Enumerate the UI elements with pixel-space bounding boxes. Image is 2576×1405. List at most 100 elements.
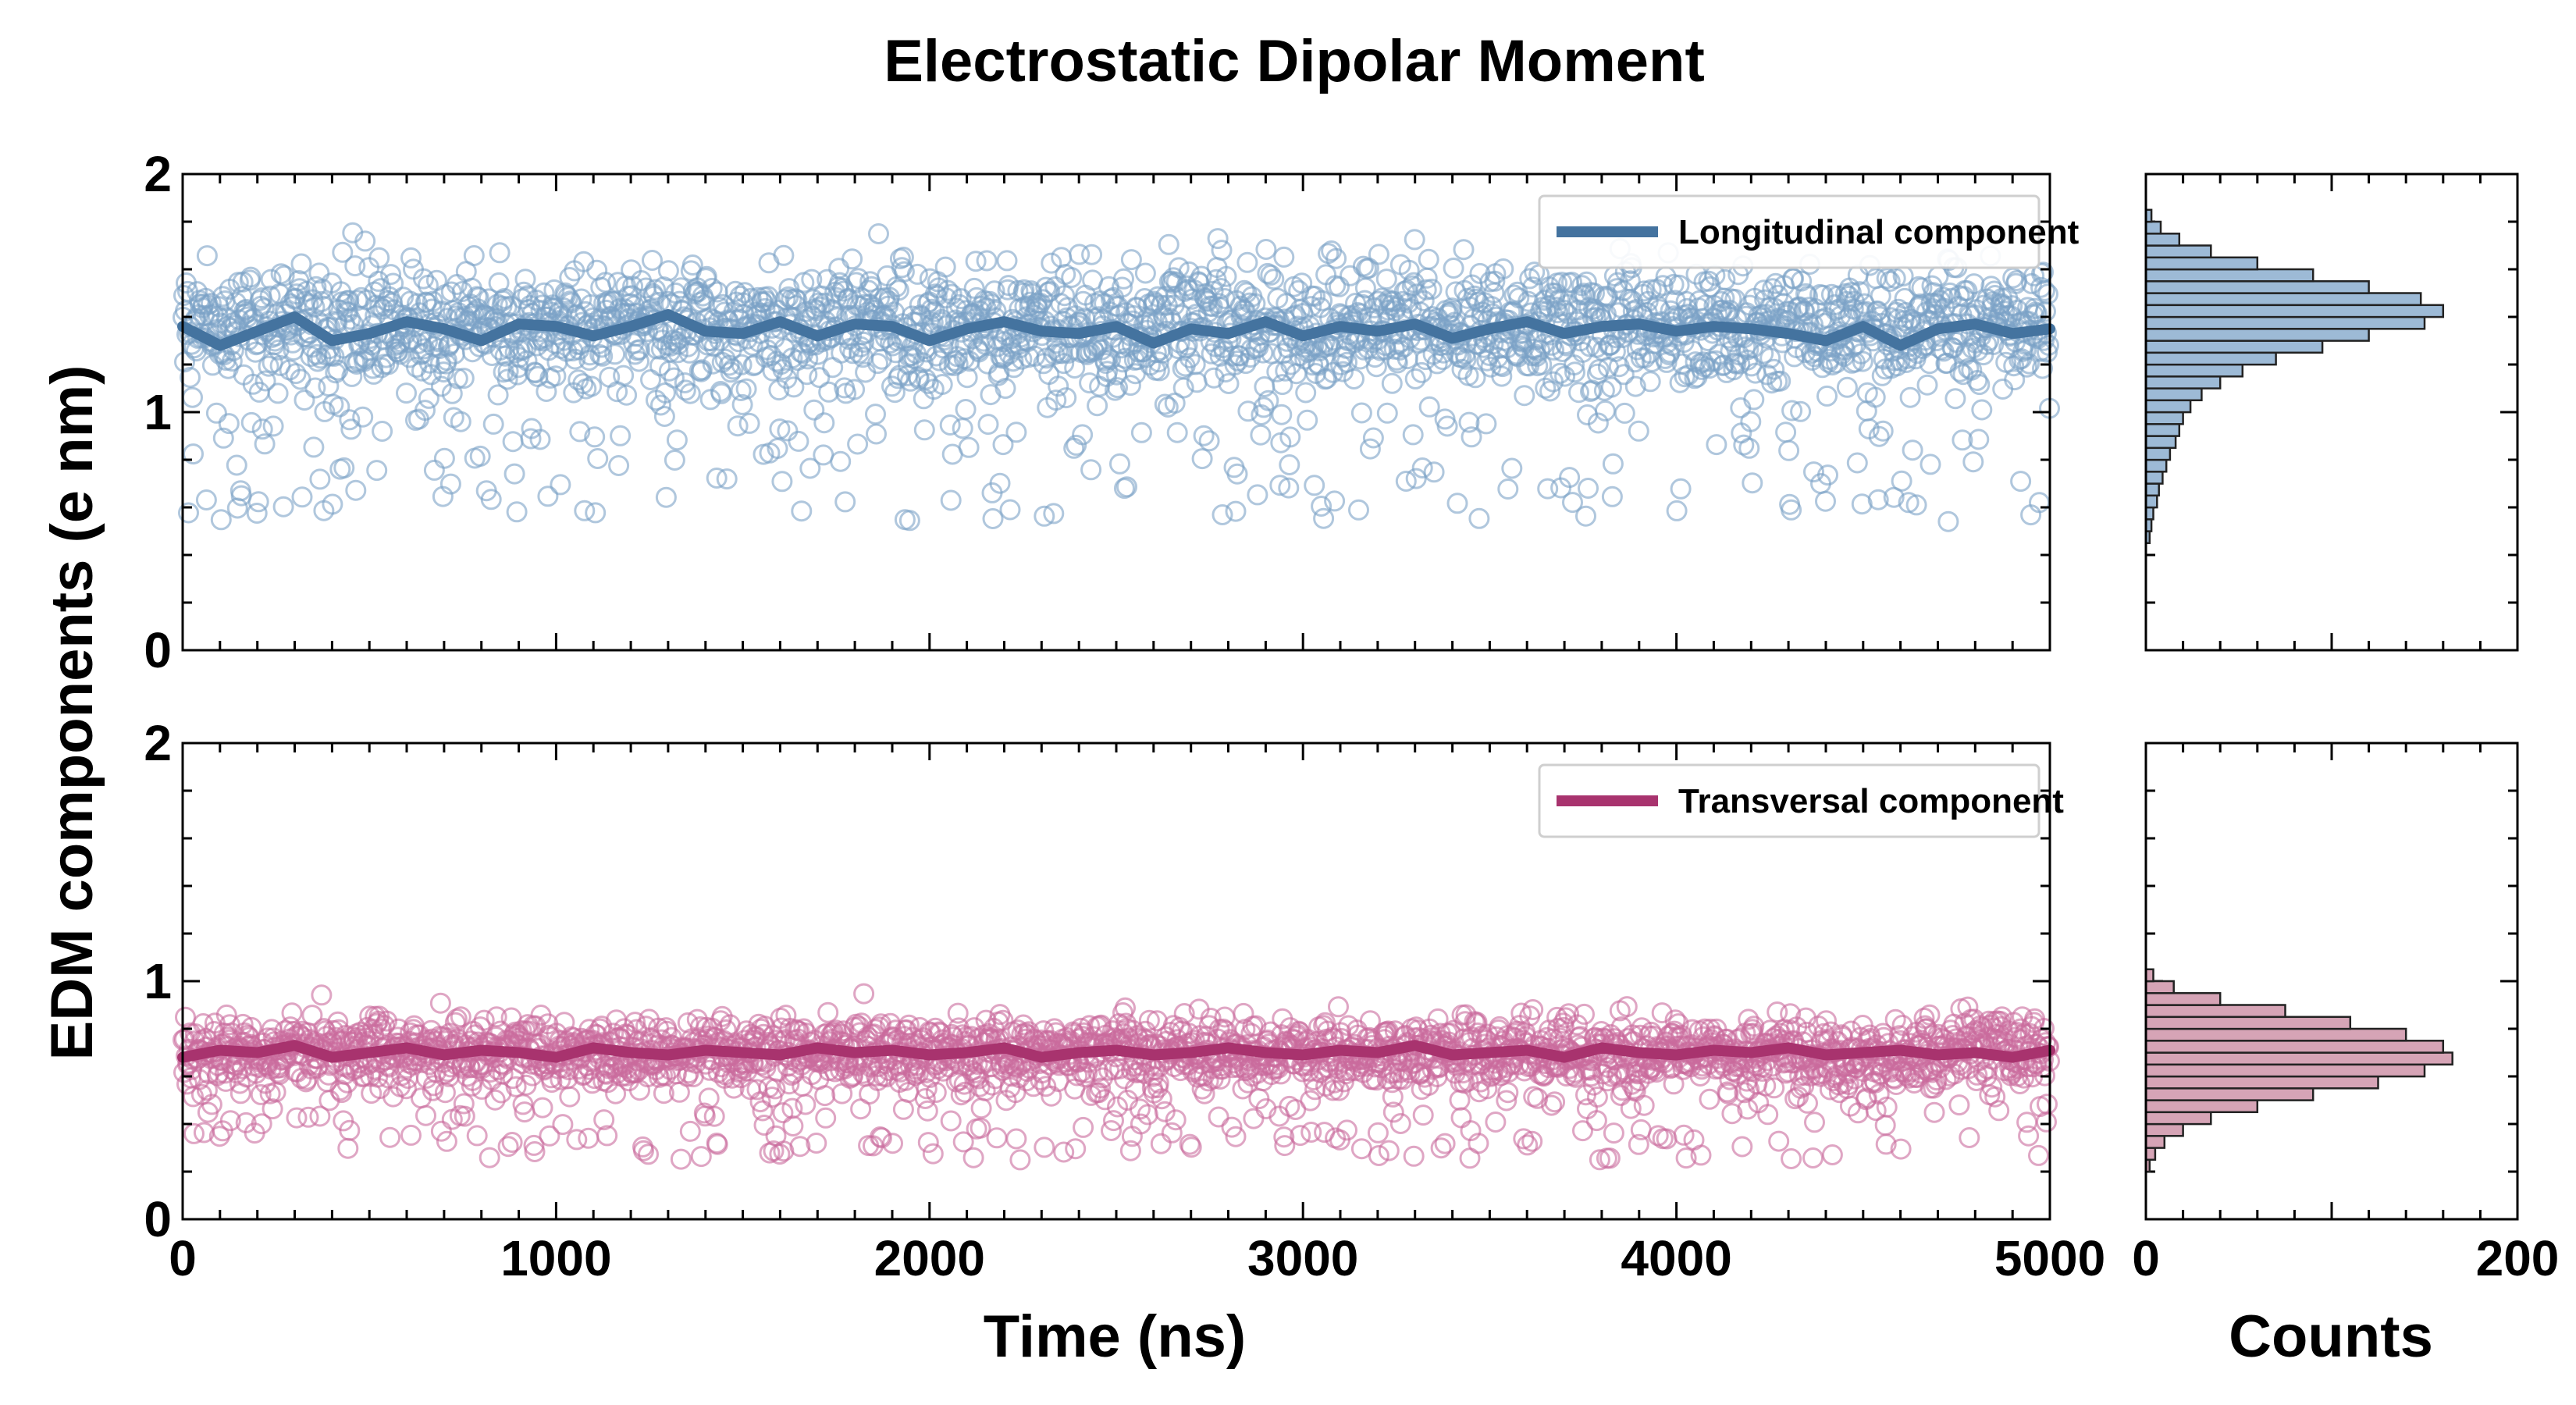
scatter-point bbox=[1547, 1017, 1569, 1039]
scatter-point bbox=[537, 486, 559, 507]
scatter-point bbox=[304, 377, 326, 399]
scatter-point bbox=[1481, 296, 1503, 318]
scatter-point bbox=[1899, 386, 1921, 408]
scatter-point bbox=[532, 1097, 553, 1119]
scatter-point bbox=[716, 468, 738, 490]
scatter-point bbox=[552, 1114, 574, 1136]
scatter-point bbox=[814, 1085, 836, 1107]
scatter-point bbox=[1115, 997, 1136, 1019]
histogram-bar bbox=[2144, 494, 2158, 509]
scatter-point bbox=[441, 382, 463, 404]
scatter-point bbox=[259, 285, 281, 307]
scatter-point bbox=[480, 489, 502, 510]
scatter-point bbox=[535, 381, 557, 402]
scatter-point bbox=[539, 1125, 560, 1147]
scatter-point bbox=[1203, 367, 1225, 389]
scatter-point bbox=[482, 413, 504, 435]
scatter-point bbox=[769, 418, 791, 440]
scatter-series-1 bbox=[173, 222, 2060, 532]
scatter-point bbox=[1295, 382, 1317, 404]
scatter-point bbox=[581, 375, 603, 397]
scatter-point bbox=[1780, 1003, 1802, 1025]
scatter-point bbox=[954, 1081, 976, 1103]
scatter-point bbox=[608, 455, 630, 476]
scatter-point bbox=[841, 248, 863, 270]
scatter-point bbox=[1496, 1090, 1517, 1112]
scatter-point bbox=[520, 428, 542, 450]
scatter-point bbox=[1208, 1106, 1229, 1128]
scatter-point bbox=[1235, 353, 1257, 375]
scatter-point bbox=[999, 499, 1021, 521]
scatter-point bbox=[1522, 999, 1544, 1020]
scatter-point bbox=[1252, 342, 1274, 364]
scatter-point bbox=[847, 433, 869, 455]
scatter-point bbox=[1120, 249, 1142, 271]
scatter-point bbox=[1963, 273, 1985, 295]
scatter-point bbox=[702, 353, 724, 375]
scatter-point bbox=[1875, 1133, 1897, 1155]
scatter-point bbox=[1290, 1125, 1311, 1147]
scatter-point bbox=[1043, 503, 1065, 525]
scatter-point bbox=[1279, 426, 1301, 448]
scatter-point bbox=[2019, 353, 2041, 375]
scatter-point bbox=[1937, 510, 1959, 532]
scatter-point bbox=[1403, 272, 1425, 293]
scatter-point bbox=[281, 1002, 303, 1024]
scatter-point bbox=[1221, 1116, 1243, 1138]
scatter-point bbox=[1173, 1003, 1195, 1024]
histogram-bar bbox=[2144, 387, 2203, 402]
scatter-point bbox=[1165, 1109, 1187, 1131]
scatter-point bbox=[1430, 1137, 1452, 1159]
scatter-point bbox=[1147, 1072, 1169, 1094]
scatter-point bbox=[1876, 1096, 1898, 1118]
scatter-point bbox=[691, 359, 713, 381]
scatter-point bbox=[566, 1129, 588, 1151]
scatter-point bbox=[505, 1076, 527, 1097]
scatter-point bbox=[1797, 1092, 1818, 1114]
histogram-bar bbox=[2144, 268, 2314, 283]
scatter-point bbox=[1482, 333, 1504, 355]
scatter-point bbox=[1304, 475, 1325, 496]
scatter-point bbox=[584, 426, 606, 448]
scatter-point bbox=[443, 407, 464, 429]
scatter-point bbox=[400, 247, 422, 269]
histogram-bar bbox=[2144, 220, 2162, 235]
scatter-point bbox=[861, 276, 882, 297]
scatter-point bbox=[1034, 1136, 1055, 1158]
scatter-point bbox=[1225, 500, 1247, 522]
scatter-point bbox=[1103, 1110, 1124, 1132]
scatter-point bbox=[940, 489, 962, 511]
scatter-point bbox=[1113, 268, 1134, 290]
scatter-point bbox=[1956, 280, 1978, 301]
scatter-point bbox=[616, 384, 638, 406]
scatter-point bbox=[1455, 348, 1477, 370]
scatter-point bbox=[970, 1117, 991, 1139]
scatter-point bbox=[1675, 290, 1697, 312]
scatter-point bbox=[205, 402, 227, 424]
scatter-point bbox=[914, 1088, 936, 1109]
scatter-point bbox=[610, 425, 632, 446]
scatter-point bbox=[1629, 1024, 1651, 1046]
scatter-point bbox=[291, 486, 313, 508]
scatter-point bbox=[240, 411, 262, 433]
scatter-point bbox=[1497, 1082, 1519, 1104]
scatter-point bbox=[1464, 367, 1486, 389]
scatter-point bbox=[1804, 1112, 1825, 1133]
scatter-point bbox=[1966, 370, 1988, 391]
scatter-point bbox=[226, 454, 247, 476]
scatter-point bbox=[1403, 1145, 1425, 1167]
series-line-1 bbox=[177, 309, 2055, 351]
scatter-point bbox=[1094, 1089, 1115, 1111]
scatter-point bbox=[1359, 1010, 1381, 1032]
scatter-point bbox=[453, 1093, 475, 1115]
scatter-point bbox=[892, 247, 914, 268]
scatter-point bbox=[1742, 472, 1763, 494]
scatter-point bbox=[1730, 397, 1752, 418]
scatter-point bbox=[1916, 374, 1938, 396]
chart-title: Electrostatic Dipolar Moment bbox=[884, 28, 1705, 94]
scatter-point bbox=[681, 254, 703, 276]
scatter-point bbox=[1757, 1104, 1779, 1126]
scatter-point bbox=[781, 1097, 803, 1119]
scatter-point bbox=[871, 1127, 892, 1149]
scatter-point bbox=[963, 277, 985, 299]
